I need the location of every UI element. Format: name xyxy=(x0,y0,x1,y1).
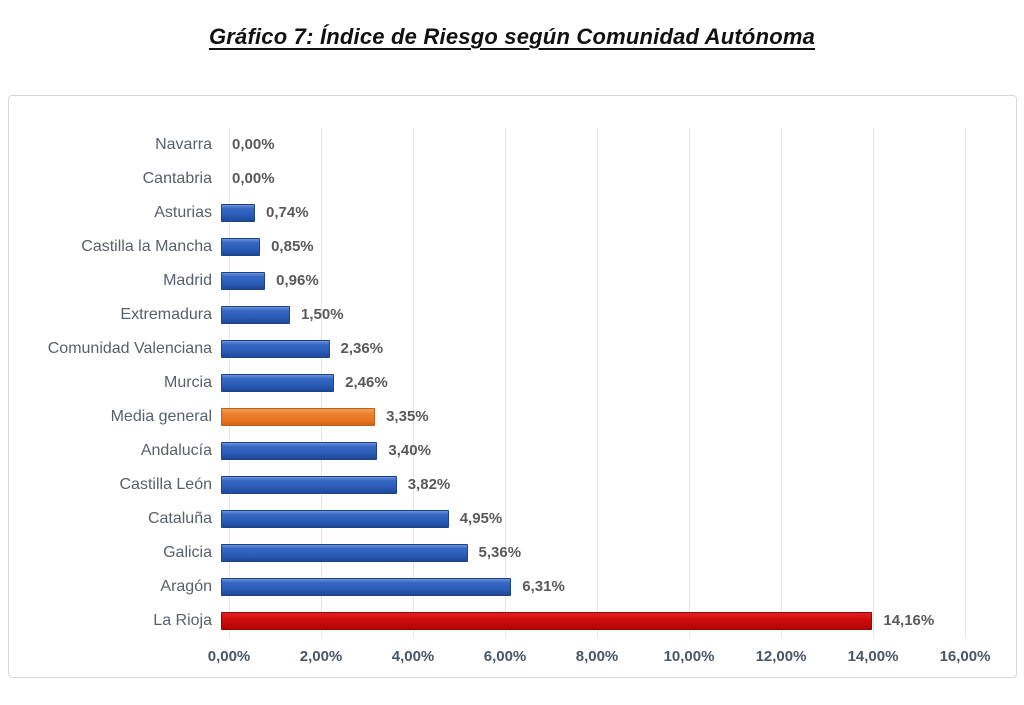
bar xyxy=(221,476,397,494)
chart-row: Extremadura 1,50% xyxy=(9,298,1016,332)
category-label: La Rioja xyxy=(153,612,212,629)
bar xyxy=(221,544,468,562)
bar xyxy=(221,510,449,528)
bar-zone: 2,36% xyxy=(221,332,957,366)
x-tick-label: 14,00% xyxy=(847,648,899,665)
chart-row: Andalucía 3,40% xyxy=(9,434,1016,468)
category-label: Cataluña xyxy=(147,510,212,527)
data-label: 3,35% xyxy=(386,408,429,425)
bar xyxy=(221,204,256,222)
bar-zone: 5,36% xyxy=(221,536,957,570)
category-label: Navarra xyxy=(155,136,212,153)
data-label: 0,96% xyxy=(276,272,319,289)
bar xyxy=(221,612,873,630)
chart-row: Aragón 6,31% xyxy=(9,570,1016,604)
data-label: 1,50% xyxy=(301,306,344,323)
chart-rows: Navarra 0,00% Cantabria 0,00% Asturias 0,74% C… xyxy=(9,128,1016,638)
data-label: 0,00% xyxy=(232,136,275,153)
bar-zone: 3,82% xyxy=(221,468,957,502)
bar-zone: 0,00% xyxy=(221,162,957,196)
category-label: Comunidad Valenciana xyxy=(47,340,212,357)
bar-zone: 0,74% xyxy=(221,196,957,230)
x-tick-label: 16,00% xyxy=(939,648,991,665)
chart-row: Galicia 5,36% xyxy=(9,536,1016,570)
chart-row: Media general 3,35% xyxy=(9,400,1016,434)
bar-zone: 4,95% xyxy=(221,502,957,536)
bar-zone: 3,35% xyxy=(221,400,957,434)
category-label: Castilla León xyxy=(119,476,213,493)
x-tick-label: 0,00% xyxy=(207,648,251,665)
chart-row: La Rioja 14,16% xyxy=(9,604,1016,638)
data-label: 3,40% xyxy=(388,442,431,459)
category-label: Andalucía xyxy=(140,442,212,459)
x-tick-label: 10,00% xyxy=(663,648,715,665)
bar-zone: 0,00% xyxy=(221,128,957,162)
category-label: Media general xyxy=(110,408,212,425)
data-label: 5,36% xyxy=(478,544,522,561)
category-label: Castilla la Mancha xyxy=(81,238,212,255)
bar-zone: 1,50% xyxy=(221,298,957,332)
category-label: Cantabria xyxy=(142,170,212,187)
data-label: 14,16% xyxy=(883,612,935,629)
category-label: Extremadura xyxy=(120,306,212,323)
data-label: 6,31% xyxy=(522,578,565,595)
chart-row: Asturias 0,74% xyxy=(9,196,1016,230)
x-tick-label: 8,00% xyxy=(575,648,619,665)
chart-row: Murcia 2,46% xyxy=(9,366,1016,400)
x-tick-label: 12,00% xyxy=(755,648,807,665)
chart-row: Cataluña 4,95% xyxy=(9,502,1016,536)
bar-zone: 3,40% xyxy=(221,434,957,468)
bar xyxy=(221,238,261,256)
bar-zone: 6,31% xyxy=(221,570,957,604)
x-tick-label: 6,00% xyxy=(483,648,527,665)
bar-zone: 0,96% xyxy=(221,264,957,298)
data-label: 0,00% xyxy=(232,170,275,187)
category-label: Madrid xyxy=(163,272,212,289)
bar xyxy=(221,374,335,392)
category-label: Aragón xyxy=(160,578,212,595)
chart-row: Madrid 0,96% xyxy=(9,264,1016,298)
chart-row: Castilla la Mancha 0,85% xyxy=(9,230,1016,264)
x-tick-label: 2,00% xyxy=(299,648,343,665)
data-label: 2,36% xyxy=(340,340,384,357)
chart-title: Gráfico 7: Índice de Riesgo según Comuni… xyxy=(208,24,816,49)
data-label: 0,85% xyxy=(271,238,314,255)
chart-row: Navarra 0,00% xyxy=(9,128,1016,162)
bar xyxy=(221,442,378,460)
bar xyxy=(221,340,330,358)
chart-row: Cantabria 0,00% xyxy=(9,162,1016,196)
chart-row: Castilla León 3,82% xyxy=(9,468,1016,502)
bar xyxy=(221,408,376,426)
bar xyxy=(221,272,266,290)
bar xyxy=(221,306,290,324)
data-label: 2,46% xyxy=(345,374,388,391)
bar xyxy=(221,578,512,596)
category-label: Murcia xyxy=(163,374,212,391)
data-label: 4,95% xyxy=(459,510,503,527)
bar-zone: 0,85% xyxy=(221,230,957,264)
chart-frame: Navarra 0,00% Cantabria 0,00% Asturias 0,74% C… xyxy=(8,95,1017,678)
category-label: Galicia xyxy=(163,544,212,561)
data-label: 0,74% xyxy=(266,204,309,221)
bar-zone: 14,16% xyxy=(221,604,957,638)
category-label: Asturias xyxy=(154,204,212,221)
data-label: 3,82% xyxy=(407,476,451,493)
x-axis: 0,00% 2,00% 4,00% 6,00% 8,00% 10,00% 12,00% 14,… xyxy=(208,644,991,670)
chart-row: Comunidad Valenciana 2,36% xyxy=(9,332,1016,366)
bar-zone: 2,46% xyxy=(221,366,957,400)
x-tick-label: 4,00% xyxy=(391,648,435,665)
